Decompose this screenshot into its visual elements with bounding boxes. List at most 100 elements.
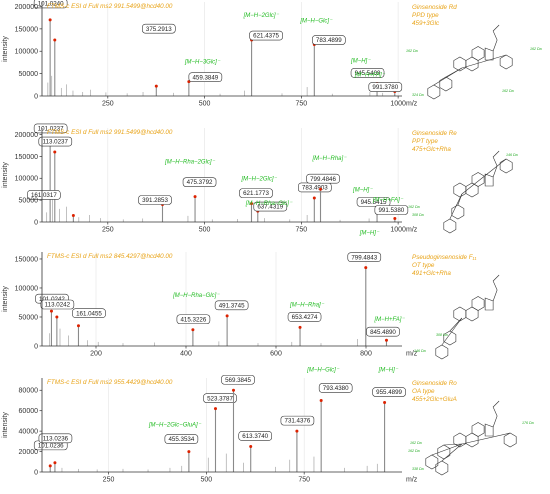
- core-ring: [465, 306, 479, 322]
- compound-info-line: 455+2Glc+GluA: [412, 396, 457, 403]
- compound-info-line: 459+3Glc: [412, 20, 440, 27]
- peak-marker: [319, 398, 323, 402]
- mz-label: 799.4843: [351, 254, 377, 261]
- mz-label: 569.3845: [225, 377, 251, 384]
- mz-label-box: [203, 393, 237, 403]
- y-tick-label: 50000: [19, 198, 39, 205]
- fragment-ion-label: [M−H−Rha−Glc]⁻: [172, 293, 220, 299]
- mz-label-box: [372, 387, 406, 397]
- glycosidic-bond: [461, 54, 507, 69]
- fragment-ion-label: [M−H−Rha]⁻: [312, 156, 348, 162]
- x-tick-label: 500: [201, 477, 213, 484]
- fragment-ion-label: [M−H−2Glc]⁻: [240, 177, 277, 183]
- x-tick-label: 1000: [390, 101, 406, 108]
- peak-marker: [191, 328, 195, 332]
- mz-label: 161.0455: [76, 310, 102, 317]
- peak-marker: [364, 266, 368, 270]
- mz-label-box: [38, 433, 73, 444]
- cleavage-mass-label: 308 Da: [436, 333, 448, 337]
- mz-label: 459.3849: [192, 74, 218, 81]
- mz-label: 101.0240: [38, 1, 64, 8]
- peak-marker: [53, 38, 57, 42]
- peak-marker: [225, 314, 229, 318]
- sugar-ring: [443, 330, 457, 346]
- peak-marker: [187, 450, 191, 454]
- cleavage-mass-label: 162 Da: [502, 89, 514, 93]
- fragment-ion-label: [M−H]⁻: [350, 58, 371, 64]
- chemical-structure: [443, 150, 513, 234]
- mz-label-box: [164, 434, 199, 444]
- mz-label: 101.0236: [38, 442, 64, 449]
- mz-label-box: [253, 201, 288, 212]
- peak-marker: [298, 325, 302, 329]
- mz-label: 621.4375: [253, 33, 279, 40]
- scan-header: FTMS-c ESI d Full ms2 845.4297@hcd40.00: [47, 253, 173, 260]
- x-tick-label: 500: [199, 227, 211, 234]
- y-tick-label: 150000: [15, 26, 38, 33]
- cleavage-mass-label: 176 Da: [522, 421, 534, 425]
- sugar-ring: [427, 84, 441, 100]
- mz-label: 113.0236: [43, 435, 69, 442]
- mz-label-box: [182, 177, 217, 187]
- x-axis-title: m/z: [406, 101, 418, 108]
- cleavage-mass-label: 146 Da: [414, 349, 426, 353]
- core-ring: [471, 46, 485, 61]
- mz-label: 491.3745: [219, 302, 245, 309]
- mz-label-box: [306, 173, 340, 184]
- glycosidic-bond: [441, 443, 463, 462]
- mz-label-box: [347, 252, 382, 262]
- fragment-ion-label: [M−H−2Glc−GluA]⁻: [148, 423, 202, 429]
- mz-label-box: [280, 415, 315, 426]
- compound-info-line: OT type: [412, 262, 435, 269]
- mz-label: 731.4376: [285, 418, 311, 425]
- y-axis-title: intensity: [2, 412, 9, 438]
- sugar-ring: [443, 218, 457, 234]
- side-chain: [492, 24, 500, 52]
- mz-label-box: [238, 431, 273, 441]
- mz-label: 475.3792: [187, 179, 213, 186]
- mz-label: 991.3780: [372, 84, 398, 91]
- mz-label-box: [138, 195, 172, 205]
- mz-label-box: [287, 312, 322, 322]
- peak-marker: [295, 429, 299, 433]
- compound-info-line: Pseudoginsenoside F₁₁: [412, 254, 477, 261]
- fragment-ion-label: [M−H−Glc]⁻: [306, 367, 340, 373]
- y-tick-label: 0: [34, 93, 38, 100]
- cleavage-mass-label: 338 Da: [412, 467, 424, 471]
- peak-marker: [71, 213, 75, 217]
- x-tick-label: 750: [298, 477, 310, 484]
- glycosidic-bond: [443, 443, 462, 446]
- mz-label: 845.4890: [370, 329, 396, 336]
- mz-label: 793.4380: [323, 385, 349, 392]
- mz-label: 621.1773: [243, 190, 269, 197]
- peak-marker: [49, 309, 53, 313]
- y-tick-label: 150000: [15, 256, 38, 263]
- cleavage-mass-label: 324 Da: [412, 93, 424, 97]
- core-ring: [484, 423, 494, 437]
- peak-marker: [393, 217, 397, 221]
- mz-label-box: [312, 35, 346, 45]
- chemical-structure: [435, 274, 500, 360]
- y-tick-label: 200000: [15, 132, 38, 139]
- peak-marker: [249, 444, 253, 448]
- fragment-ion-label: [M−H−2Glc]⁻: [243, 13, 280, 19]
- x-tick-label: 800: [360, 351, 372, 358]
- core-ring: [453, 182, 467, 198]
- y-axis-title: intensity: [2, 36, 9, 62]
- x-tick-label: 250: [102, 101, 114, 108]
- mz-label-box: [27, 190, 61, 200]
- side-chain: [492, 400, 500, 428]
- mz-label: 653.4274: [292, 314, 318, 321]
- mz-label: 799.4846: [310, 176, 336, 183]
- fragment-ion-label: [M−H−3Glc]⁻: [184, 60, 221, 66]
- mz-label-box: [374, 205, 409, 215]
- cleavage-mass-label: 162 Da: [408, 205, 420, 209]
- fragment-ion-label: [M−H−Rha−2Glc]⁻: [164, 160, 216, 166]
- peak-marker: [48, 464, 52, 468]
- y-axis-title: intensity: [2, 286, 9, 312]
- mz-label-box: [188, 72, 223, 82]
- y-axis-title: intensity: [2, 162, 9, 188]
- spectrum-panel-1: 101.0240113.0240375.2913459.3849[M−H−3Gl…: [2, 0, 542, 108]
- mz-label: 113.0237: [43, 139, 69, 146]
